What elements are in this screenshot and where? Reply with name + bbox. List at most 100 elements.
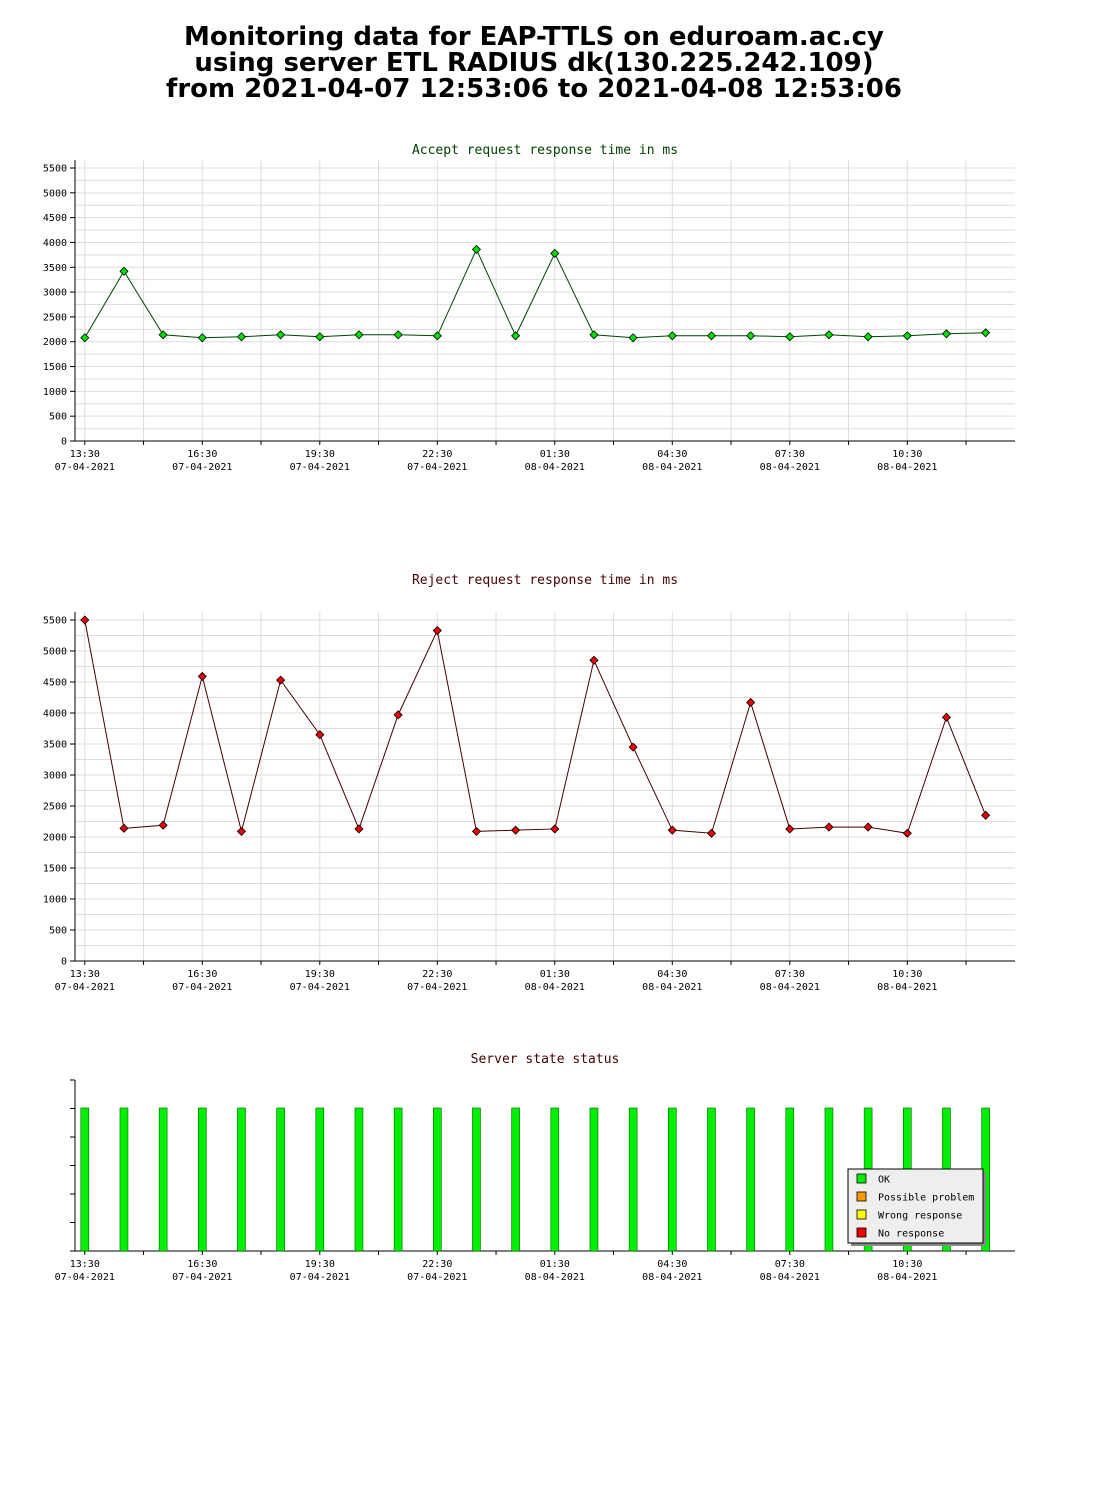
x-tick-date: 08-04-2021 (760, 462, 820, 473)
chart-title: Server state status (471, 1052, 620, 1067)
data-point (315, 730, 325, 740)
x-tick-time: 19:30 (305, 969, 335, 980)
y-tick-label: 5500 (43, 616, 67, 627)
data-point (706, 331, 717, 341)
y-tick-label: 0 (61, 957, 67, 968)
legend-swatch (856, 1209, 867, 1220)
state-bar (197, 1107, 207, 1252)
title-line-3: from 2021-04-07 12:53:06 to 2021-04-08 1… (166, 74, 902, 104)
x-tick-time: 16:30 (187, 449, 217, 460)
x-tick-date: 08-04-2021 (642, 982, 702, 993)
data-point (550, 824, 560, 834)
x-tick-time: 07:30 (775, 449, 805, 460)
legend-swatch (856, 1173, 867, 1184)
x-tick-time: 22:30 (422, 969, 452, 980)
y-tick-label: 3000 (43, 288, 67, 299)
data-point (667, 331, 677, 341)
y-tick-label: 1000 (43, 387, 67, 398)
series-line (84, 619, 987, 834)
x-tick-time: 04:30 (657, 969, 687, 980)
data-point (80, 615, 90, 625)
data-point (471, 826, 482, 836)
y-tick-label: 3500 (43, 263, 67, 274)
state-bar (315, 1107, 325, 1252)
x-tick-date: 08-04-2021 (760, 1272, 820, 1283)
state-bar (158, 1107, 168, 1252)
x-tick-time: 10:30 (892, 1259, 922, 1270)
data-point (432, 331, 442, 341)
state-bar (667, 1107, 677, 1252)
x-tick-time: 19:30 (305, 1259, 335, 1270)
data-point (315, 332, 325, 342)
y-tick-label: 4500 (43, 678, 67, 689)
y-tick-label: 1500 (43, 864, 67, 875)
x-tick-date: 08-04-2021 (642, 462, 702, 473)
state-bar (589, 1107, 599, 1252)
y-tick-label: 500 (49, 926, 67, 937)
x-tick-date: 08-04-2021 (642, 1272, 702, 1283)
x-tick-time: 13:30 (70, 969, 100, 980)
y-tick-label: 4000 (43, 238, 67, 249)
data-point (981, 810, 991, 820)
accept-chart: Accept request response time in ms 0 500 10… (43, 143, 1015, 473)
title-line-2: using server ETL RADIUS dk(130.225.242.1… (194, 48, 874, 78)
data-point (354, 330, 364, 340)
x-tick-date: 07-04-2021 (407, 462, 467, 473)
x-tick-date: 07-04-2021 (172, 462, 232, 473)
state-bar (80, 1107, 90, 1252)
x-tick-time: 01:30 (540, 1259, 570, 1270)
data-point (550, 248, 560, 258)
y-tick-label: 500 (49, 412, 67, 423)
y-tick-label: 5000 (43, 647, 67, 658)
reject-chart: Reject request response time in ms 0 500 10… (43, 573, 1015, 993)
data-point (863, 332, 873, 342)
data-point (236, 826, 247, 836)
data-point (941, 712, 952, 722)
data-point (119, 266, 129, 276)
data-point (276, 330, 286, 340)
data-point (785, 824, 795, 834)
data-point (863, 822, 873, 832)
data-point (589, 330, 599, 340)
x-tick-date: 07-04-2021 (290, 1272, 350, 1283)
x-tick-date: 07-04-2021 (407, 982, 467, 993)
x-tick-date: 08-04-2021 (877, 982, 937, 993)
y-tick-label: 4000 (43, 709, 67, 720)
data-point (276, 675, 286, 685)
state-chart: Server state status 13:30 07-04-2021 16:30 0… (55, 1052, 1015, 1283)
state-bar (628, 1107, 638, 1252)
series-line (84, 248, 986, 339)
x-tick-date: 07-04-2021 (55, 462, 115, 473)
x-tick-date: 08-04-2021 (760, 982, 820, 993)
y-tick-label: 4500 (43, 213, 67, 224)
y-tick-label: 5500 (43, 164, 67, 175)
y-tick-label: 3500 (43, 740, 67, 751)
data-point (158, 820, 168, 830)
data-point (667, 825, 677, 835)
x-tick-date: 08-04-2021 (525, 462, 585, 473)
state-bar (824, 1107, 834, 1252)
data-point (706, 828, 717, 838)
title-line-1: Monitoring data for EAP-TTLS on eduroam.… (183, 22, 885, 52)
x-tick-time: 22:30 (422, 1259, 452, 1270)
x-tick-date: 07-04-2021 (172, 1272, 232, 1283)
data-point (432, 625, 442, 636)
x-tick-date: 07-04-2021 (55, 1272, 115, 1283)
data-point (902, 828, 912, 838)
data-point (824, 330, 834, 340)
legend-label: OK (878, 1175, 890, 1186)
data-point (746, 331, 756, 341)
data-point (80, 333, 90, 343)
state-bar (746, 1107, 755, 1252)
x-tick-date: 07-04-2021 (55, 982, 115, 993)
data-point (628, 742, 638, 752)
page-title: Monitoring data for EAP-TTLS on eduroam.… (0, 24, 1068, 102)
data-point (511, 331, 521, 341)
x-tick-time: 07:30 (775, 1259, 805, 1270)
data-point (471, 244, 482, 254)
legend-swatch (856, 1191, 867, 1202)
y-tick-label: 2500 (43, 802, 67, 813)
x-tick-time: 16:30 (187, 969, 217, 980)
x-tick-date: 07-04-2021 (290, 462, 350, 473)
